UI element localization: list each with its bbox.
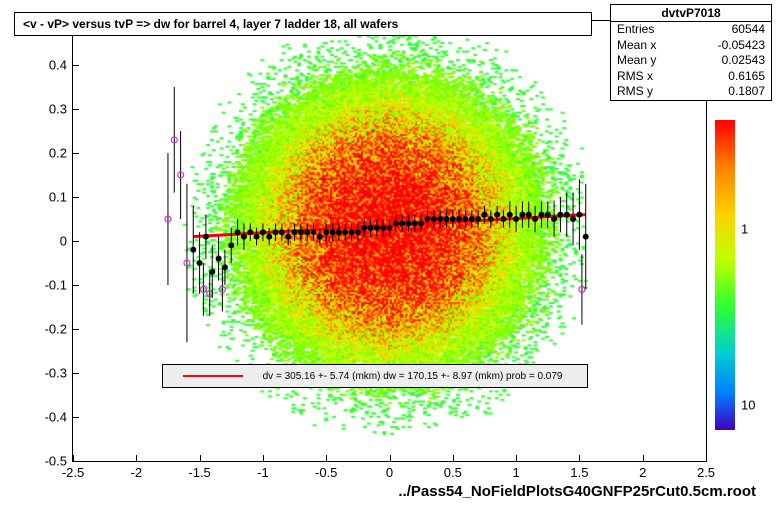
data-point — [203, 234, 209, 240]
y-tick-label: 0.4 — [49, 58, 73, 73]
data-point — [368, 225, 374, 231]
colorbar: 110 — [715, 120, 735, 430]
data-point — [387, 225, 393, 231]
data-point — [330, 229, 336, 235]
data-point — [564, 212, 570, 218]
data-point — [532, 216, 538, 222]
data-point — [273, 229, 279, 235]
data-point — [222, 264, 228, 270]
data-point — [266, 234, 272, 240]
data-point — [254, 234, 260, 240]
plot-title-text: <v - vP> versus tvP => dw for barrel 4, … — [23, 17, 398, 31]
data-point — [538, 212, 544, 218]
data-point — [260, 229, 266, 235]
data-point — [437, 216, 443, 222]
y-tick-label: -0.1 — [45, 278, 73, 293]
data-point — [349, 229, 355, 235]
data-point — [197, 260, 203, 266]
data-point — [311, 229, 317, 235]
stats-meanx: Mean x -0.05423 — [611, 38, 771, 54]
stats-meany: Mean y 0.02543 — [611, 53, 771, 69]
x-tick-label: 2 — [639, 461, 646, 480]
fit-line-sample — [183, 375, 243, 377]
data-point — [462, 216, 468, 222]
data-point — [494, 212, 500, 218]
colorbar-label: 10 — [741, 398, 755, 413]
data-point — [576, 212, 582, 218]
data-point — [424, 216, 430, 222]
data-point — [228, 242, 234, 248]
stats-entries: Entries 60544 — [611, 22, 771, 38]
data-point — [488, 216, 494, 222]
data-point — [475, 216, 481, 222]
data-point — [481, 212, 487, 218]
x-tick-label: -1 — [257, 461, 269, 480]
data-point — [513, 216, 519, 222]
data-point — [507, 212, 513, 218]
data-point — [317, 234, 323, 240]
plot-title: <v - vP> versus tvP => dw for barrel 4, … — [14, 12, 592, 36]
data-point — [298, 229, 304, 235]
data-point — [342, 229, 348, 235]
data-point — [216, 256, 222, 262]
x-tick-label: 1 — [512, 461, 519, 480]
data-point — [323, 229, 329, 235]
data-point — [393, 220, 399, 226]
data-point — [405, 220, 411, 226]
data-point — [355, 229, 361, 235]
x-tick-label: 1.5 — [570, 461, 588, 480]
data-point — [304, 229, 310, 235]
y-tick-label: -0.3 — [45, 366, 73, 381]
x-axis-label: ../Pass54_NoFieldPlotsG40GNFP25rCut0.5cm… — [398, 483, 756, 500]
x-tick-label: 2.5 — [697, 461, 715, 480]
data-point — [247, 229, 253, 235]
data-point — [551, 216, 557, 222]
data-point — [545, 212, 551, 218]
x-tick-label: -0.5 — [315, 461, 337, 480]
data-point — [469, 216, 475, 222]
fit-result-box: dv = 305.16 +- 5.74 (mkm) dw = 170.15 +-… — [162, 364, 588, 388]
data-point — [443, 216, 449, 222]
stats-name: dvtvP7018 — [611, 5, 771, 22]
data-point — [557, 212, 563, 218]
data-point — [399, 220, 405, 226]
data-point — [380, 225, 386, 231]
data-point — [526, 212, 532, 218]
data-point — [418, 220, 424, 226]
y-tick-label: 0.1 — [49, 190, 73, 205]
data-point — [336, 229, 342, 235]
stats-box: dvtvP7018 Entries 60544 Mean x -0.05423 … — [610, 4, 772, 101]
data-point — [431, 216, 437, 222]
data-point — [570, 216, 576, 222]
data-point — [279, 229, 285, 235]
y-tick-label: 0.3 — [49, 102, 73, 117]
colorbar-label: 1 — [741, 221, 748, 236]
data-point — [235, 229, 241, 235]
fit-text: dv = 305.16 +- 5.74 (mkm) dw = 170.15 +-… — [263, 371, 563, 382]
x-tick-label: -2 — [131, 461, 143, 480]
y-tick-label: -0.4 — [45, 410, 73, 425]
x-tick-label: 0 — [386, 461, 393, 480]
y-tick-label: -0.2 — [45, 322, 73, 337]
x-tick-label: -2.5 — [62, 461, 84, 480]
y-tick-label: 0 — [60, 234, 73, 249]
y-tick-label: 0.2 — [49, 146, 73, 161]
data-point — [292, 229, 298, 235]
data-point — [241, 234, 247, 240]
data-point — [500, 216, 506, 222]
data-point — [519, 212, 525, 218]
stats-rmsx: RMS x 0.6165 — [611, 69, 771, 85]
x-tick-label: -1.5 — [188, 461, 210, 480]
data-point — [361, 225, 367, 231]
data-point — [583, 234, 589, 240]
stats-rmsy: RMS y 0.1807 — [611, 84, 771, 100]
x-tick-label: 0.5 — [444, 461, 462, 480]
data-point — [456, 216, 462, 222]
data-point — [209, 269, 215, 275]
data-point — [285, 234, 291, 240]
data-point — [190, 247, 196, 253]
data-point — [374, 225, 380, 231]
data-point — [450, 216, 456, 222]
data-point — [412, 220, 418, 226]
